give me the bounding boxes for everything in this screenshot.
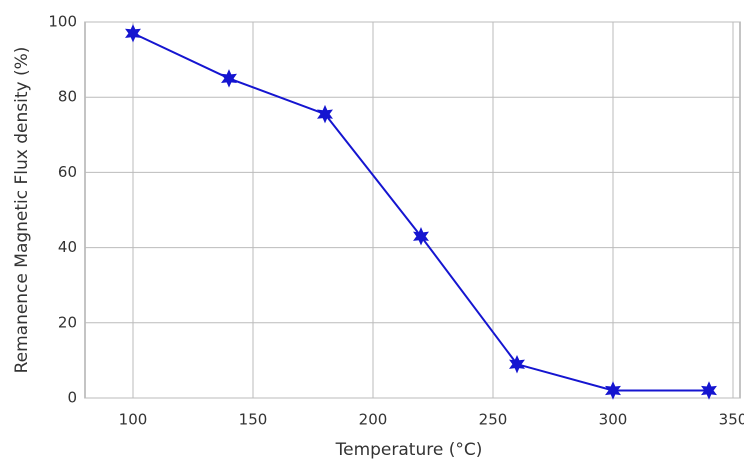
x-tick-label: 100 — [119, 411, 148, 429]
x-tick-label: 350 — [719, 411, 744, 429]
x-axis-label: Temperature (°C) — [335, 440, 483, 460]
y-tick-label: 60 — [58, 163, 77, 181]
chart: Temperature (°C) Remanence Magnetic Flux… — [0, 0, 744, 463]
x-tick-label: 250 — [479, 411, 508, 429]
y-tick-label: 40 — [58, 238, 77, 256]
y-tick-label: 80 — [58, 88, 77, 106]
x-tick-label: 200 — [359, 411, 388, 429]
x-tick-label: 300 — [599, 411, 628, 429]
y-tick-label: 0 — [67, 389, 77, 407]
y-axis-label: Remanence Magnetic Flux density (%) — [12, 47, 32, 374]
y-tick-label: 100 — [48, 13, 77, 31]
x-tick-label: 150 — [239, 411, 268, 429]
y-tick-label: 20 — [58, 313, 77, 331]
plot-area — [85, 22, 740, 398]
